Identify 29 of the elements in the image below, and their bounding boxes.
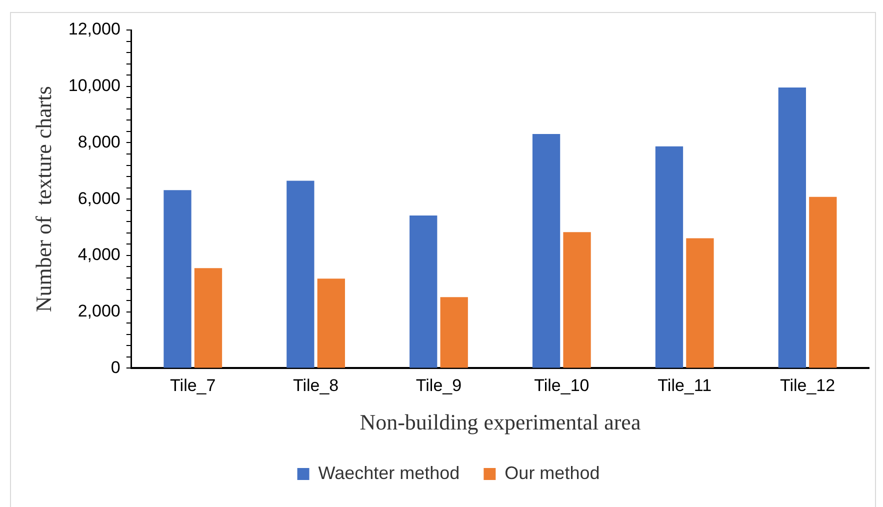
x-tick-label: Tile_9 xyxy=(416,376,462,396)
bar xyxy=(164,190,192,368)
x-tick-label: Tile_12 xyxy=(780,376,836,396)
y-tick-label: 12,000 xyxy=(68,20,120,39)
bar xyxy=(532,134,560,368)
bar xyxy=(655,146,684,368)
bar xyxy=(410,215,438,368)
bar xyxy=(686,238,714,368)
x-axis-title: Non-building experimental area xyxy=(360,410,641,435)
bar xyxy=(286,180,314,368)
y-tick-label: 8,000 xyxy=(78,132,120,152)
legend-label: Our method xyxy=(504,462,600,483)
y-tick-label: 10,000 xyxy=(68,76,120,96)
y-tick-label: 0 xyxy=(110,358,120,377)
y-tick-label: 2,000 xyxy=(78,302,120,321)
legend-label: Waechter method xyxy=(318,462,460,483)
bar xyxy=(194,268,222,368)
x-tick-label: Tile_10 xyxy=(534,376,590,396)
bar xyxy=(440,297,468,368)
bar xyxy=(809,196,837,368)
x-tick-label: Tile_11 xyxy=(658,376,712,396)
y-tick-label: 6,000 xyxy=(78,188,120,208)
bar xyxy=(563,232,591,368)
y-tick-label: 4,000 xyxy=(78,245,120,264)
x-tick-label: Tile_8 xyxy=(292,376,339,396)
bar xyxy=(778,87,806,368)
x-tick-label: Tile_7 xyxy=(170,376,216,396)
bar xyxy=(317,278,345,368)
y-axis-title: Number of texture charts xyxy=(30,86,56,312)
